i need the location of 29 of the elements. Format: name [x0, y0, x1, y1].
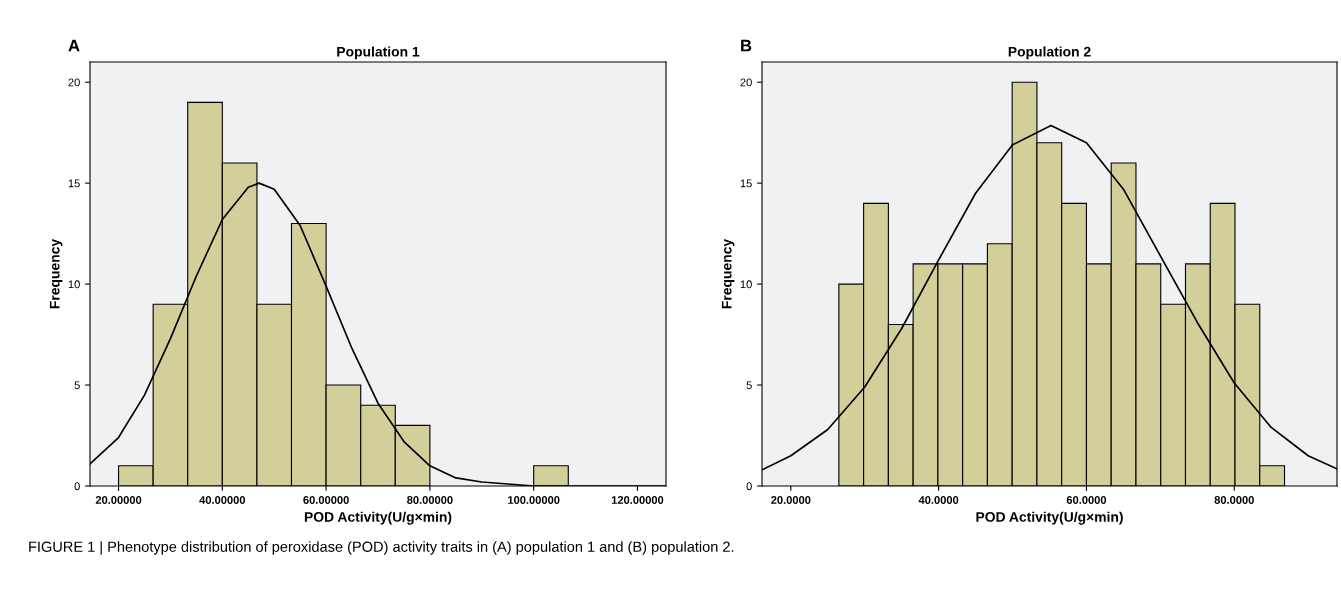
x-tick-label: 60.0000 [1066, 496, 1107, 504]
y-tick-label: 20 [68, 78, 80, 87]
y-axis-title: Frequency [49, 238, 63, 309]
y-tick-label: 15 [68, 179, 80, 188]
x-tick-label: 80.00000 [407, 496, 453, 504]
x-axis-title: POD Activity(U/g×min) [304, 511, 452, 525]
x-tick-label: 80.0000 [1214, 496, 1254, 504]
y-tick-label: 20 [740, 78, 752, 87]
caption: FIGURE 1 | Phenotype distribution of peroxidase (POD) activity traits in (A) population 1 and (B) population 2. [29, 541, 734, 555]
x-axis-title: POD Activity(U/g×min) [976, 511, 1123, 525]
text: B [741, 39, 752, 52]
y-tick-label: 0 [74, 482, 80, 491]
y-tick-label: 0 [746, 482, 752, 491]
text: A [68, 39, 80, 52]
chart-title: Population 1 [337, 46, 420, 60]
x-tick-label: 100.00000 [508, 496, 560, 504]
y-tick-label: 10 [68, 280, 80, 289]
y-tick-label: 5 [746, 381, 752, 390]
y-tick-label: 10 [740, 280, 752, 289]
x-tick-label: 120.00000 [611, 496, 664, 504]
x-tick-label: 40.0000 [918, 496, 959, 504]
y-tick-label: 15 [740, 179, 752, 188]
y-axis-title: Frequency [721, 238, 735, 309]
x-tick-label: 20.0000 [771, 496, 811, 504]
y-tick-label: 5 [74, 381, 80, 390]
x-tick-label: 60.00000 [303, 496, 349, 504]
x-tick-label: 20.00000 [95, 496, 142, 504]
chart-title: Population 2 [1008, 46, 1091, 60]
x-tick-label: 40.00000 [199, 496, 246, 504]
